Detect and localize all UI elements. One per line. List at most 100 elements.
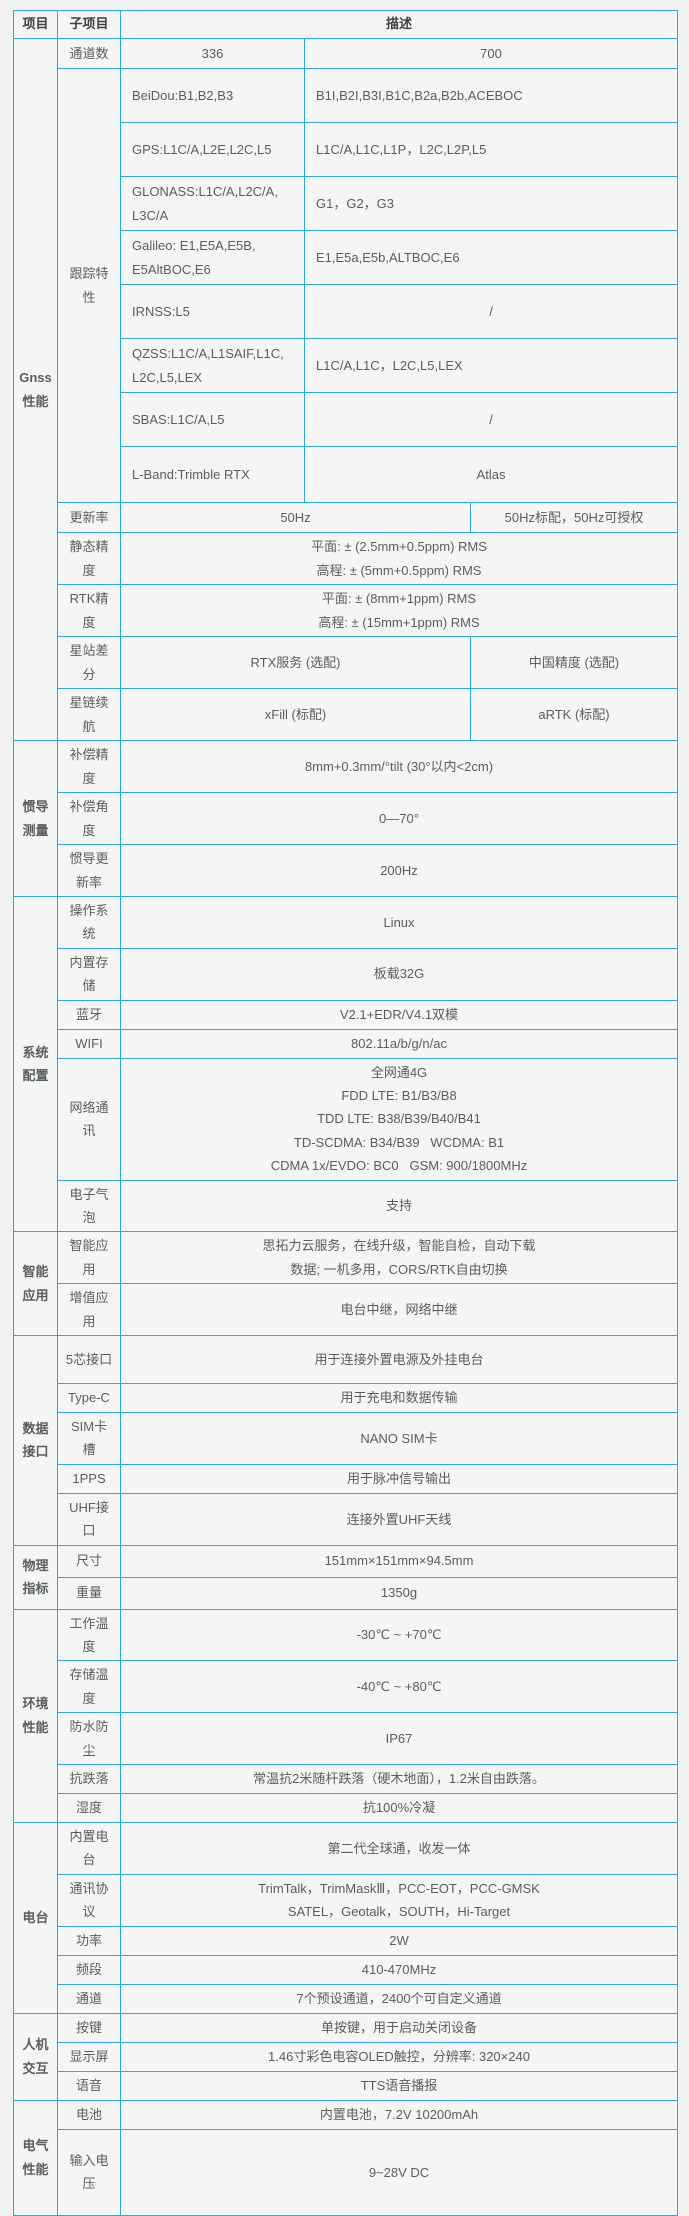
table-row: GPS:L1C/A,L2E,L2C,L5 L1C/A,L1C,L1P，L2C,L2… [14, 122, 678, 177]
table-row: 蓝牙 V2.1+EDR/V4.1双模 [14, 999, 678, 1030]
table-row: 星链续 航 xFill (标配) aRTK (标配) [14, 688, 678, 741]
table-row: 环境 性能 工作温 度 -30℃ ~ +70℃ [13, 1608, 678, 1823]
table-row: 通讯协 议 TrimTalk，TrimMaskⅢ，PCC-EOT，PCC-GMSK… [14, 1873, 678, 1927]
table-row: 湿度 抗100%冷凝 [14, 1792, 678, 1823]
sub-item-label: 5芯接口 [57, 1335, 121, 1385]
sub-item-label: 防水防 尘 [57, 1712, 121, 1765]
table-row: 智能 应用 智能应 用思拓力云服务，在线升级，智能自检，自动下载 数据; 一机多用… [13, 1231, 678, 1337]
spec-value: 内置电池，7.2V 10200mAh [120, 2099, 678, 2130]
sub-item-label: 显示屏 [57, 2041, 121, 2072]
table-row: 功率 2W [14, 1925, 678, 1956]
spec-value: / [304, 284, 678, 339]
spec-value: 用于连接外置电源及外挂电台 [120, 1335, 678, 1385]
table-row: 人机 交互 按键 单按键，用于启动关闭设备 [13, 2012, 678, 2101]
spec-value: B1I,B2I,B3I,B1C,B2a,B2b,ACEBOC [304, 68, 678, 123]
table-row: Type-C 用于充电和数据传输 [14, 1383, 678, 1414]
section-item-label: 电台 [13, 1821, 58, 2014]
spec-value: GLONASS:L1C/A,L2C/A, L3C/A [120, 176, 305, 231]
table-row: 内置存 储板载32G [14, 947, 678, 1001]
sub-item-label: 星站差 分 [57, 636, 121, 689]
column-header-description: 描述 [120, 10, 678, 39]
sub-item-label: 更新率 [57, 502, 121, 533]
spec-value: 电台中继，网络中继 [120, 1283, 678, 1337]
table-row: 系统 配置 操作系 统 Linux [13, 895, 678, 1233]
spec-value: GPS:L1C/A,L2E,L2C,L5 [120, 122, 305, 177]
table-row: 语音 TTS语音播报 [14, 2070, 678, 2101]
table-row: L-Band:Trimble RTX Atlas [14, 446, 678, 503]
table-row: UHF接 口连接外置UHF天线 [14, 1492, 678, 1546]
table-row: 增值应 用电台中继，网络中继 [14, 1283, 678, 1337]
sub-item-label: 补偿精 度 [57, 740, 121, 793]
sub-item-label: RTK精 度 [57, 584, 121, 637]
spec-value: 9~28V DC [120, 2128, 678, 2216]
table-row: 显示屏 1.46寸彩色电容OLED触控，分辨率: 320×240 [14, 2041, 678, 2072]
sub-item-label: WIFI [57, 1028, 121, 1059]
table-row: IRNSS:L5/ [14, 284, 678, 339]
column-header-sub-item: 子项目 [57, 10, 121, 39]
spec-value: Atlas [304, 446, 678, 503]
spec-value: 2W [120, 1925, 678, 1956]
spec-value: RTX服务 (选配) [120, 636, 471, 689]
spec-value: 中国精度 (选配) [470, 636, 678, 689]
spec-value: 平面: ± (8mm+1ppm) RMS 高程: ± (15mm+1ppm) R… [120, 584, 678, 637]
spec-value: 常温抗2米随杆跌落（硬木地面），1.2米自由跌落。 [120, 1763, 678, 1794]
spec-value: 700 [304, 38, 678, 69]
section-item-label: Gnss 性能 [13, 38, 58, 741]
table-row: 电台 内置电 台第二代全球通，收发一体 [13, 1821, 678, 2014]
table-row: QZSS:L1C/A,L1SAIF,L1C, L2C,L5,LEX L1C/A,L… [14, 338, 678, 393]
table-row: 频段 410-470MHz [14, 1954, 678, 1985]
spec-value: NANO SIM卡 [120, 1412, 678, 1465]
sub-item-label: 按键 [57, 2012, 121, 2043]
spec-value: L-Band:Trimble RTX [120, 446, 305, 503]
sub-item-label: 电子气 泡 [57, 1179, 121, 1233]
sub-item-label: 存储温 度 [57, 1660, 121, 1714]
spec-value: 802.11a/b/g/n/ac [120, 1028, 678, 1059]
spec-value: TTS语音播报 [120, 2070, 678, 2101]
sub-item-label: 增值应 用 [57, 1283, 121, 1337]
table-row: Gnss 性能 通道数 336 700 [13, 38, 678, 741]
table-row: SIM卡 槽 NANO SIM卡 [14, 1412, 678, 1465]
spec-value: 151mm×151mm×94.5mm [120, 1544, 678, 1578]
table-row: 1PPS 用于脉冲信号输出 [14, 1463, 678, 1494]
spec-value: IP67 [120, 1712, 678, 1765]
table-row: SBAS:L1C/A,L5/ [14, 392, 678, 447]
sub-item-label: UHF接 口 [57, 1492, 121, 1546]
sub-item-label: 跟踪特 性 [57, 68, 121, 503]
table-row: 重量 1350g [14, 1576, 678, 1610]
sub-item-label: 网络通 讯 [57, 1057, 121, 1181]
spec-value: Linux [120, 896, 678, 949]
sub-item-label: 智能应 用 [57, 1231, 121, 1285]
sub-item-label: 语音 [57, 2070, 121, 2101]
sub-item-label: SIM卡 槽 [57, 1412, 121, 1465]
sub-item-label: 输入电 压 [57, 2128, 121, 2216]
section-item-label: 数据 接口 [13, 1335, 58, 1546]
table-row: GLONASS:L1C/A,L2C/A, L3C/A G1，G2，G3 [14, 176, 678, 231]
spec-value: 336 [120, 38, 305, 69]
spec-value: IRNSS:L5 [120, 284, 305, 339]
spec-value: E1,E5a,E5b,ALTBOC,E6 [304, 230, 678, 285]
spec-value: -40℃ ~ +80℃ [120, 1660, 678, 1714]
sub-item-label: 工作温 度 [57, 1608, 121, 1662]
sub-item-label: 电池 [57, 2099, 121, 2130]
spec-value: TrimTalk，TrimMaskⅢ，PCC-EOT，PCC-GMSK SATE… [120, 1873, 678, 1927]
table-row: 抗跌落 常温抗2米随杆跌落（硬木地面），1.2米自由跌落。 [14, 1763, 678, 1794]
table-row: 数据 接口 5芯接口 用于连接外置电源及外挂电台 [13, 1335, 678, 1546]
sub-item-label: 通道 [57, 1983, 121, 2014]
spec-value: 200Hz [120, 844, 678, 897]
sub-item-label: 频段 [57, 1954, 121, 1985]
table-row: 电气 性能 电池 内置电池，7.2V 10200mAh [13, 2099, 678, 2216]
table-row: 跟踪特 性 BeiDou:B1,B2,B3 B1I,B2I,B3I,B1C,B2a,… [14, 68, 678, 503]
spec-value: xFill (标配) [120, 688, 471, 741]
table-header-row: 项目 子项目 描述 [13, 10, 678, 39]
section-item-label: 环境 性能 [13, 1608, 58, 1823]
sub-item-label: 通讯协 议 [57, 1873, 121, 1927]
spec-value: 8mm+0.3mm/°tilt (30°以内<2cm) [120, 740, 678, 793]
spec-table: 项目 子项目 描述 Gnss 性能 通道数 336 700 跟踪特 性 BeiDou:B1… [13, 10, 678, 2216]
section-item-label: 惯导 测量 [13, 740, 58, 897]
sub-item-label: 星链续 航 [57, 688, 121, 741]
sub-item-label: 惯导更 新率 [57, 844, 121, 897]
table-row: 惯导 测量 补偿精 度 8mm+0.3mm/°tilt (30°以内<2cm) [13, 740, 678, 897]
table-row: 更新率 50Hz 50Hz标配，50Hz可授权 [14, 502, 678, 533]
table-row: 静态精 度平面: ± (2.5mm+0.5ppm) RMS 高程: ± (5mm… [14, 532, 678, 585]
spec-value: 50Hz标配，50Hz可授权 [470, 502, 678, 533]
